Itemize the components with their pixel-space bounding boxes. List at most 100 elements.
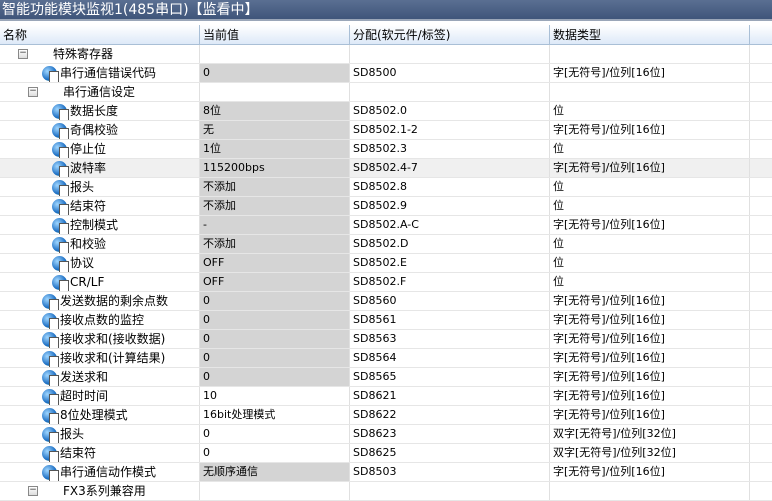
table-row[interactable]: 发送数据的剩余点数 0 SD8560 字[无符号]/位列[16位] bbox=[0, 292, 772, 311]
device-item-icon bbox=[42, 294, 59, 310]
current-value-cell[interactable]: 不添加 bbox=[200, 197, 350, 215]
table-row[interactable]: 接收点数的监控 0 SD8561 字[无符号]/位列[16位] bbox=[0, 311, 772, 330]
data-type-cell: 字[无符号]/位列[16位] bbox=[550, 349, 750, 367]
name-cell: 数据长度 bbox=[0, 102, 200, 120]
item-label: 控制模式 bbox=[70, 218, 119, 232]
name-cell: 报头 bbox=[0, 425, 200, 443]
col-header-value[interactable]: 当前值 bbox=[200, 25, 350, 44]
device-cell bbox=[350, 45, 550, 63]
monitor-tree-table: − 特殊寄存器 串行通信错误代码 0 SD8500 字[无符号]/位列[16位] − 串行通信… bbox=[0, 45, 772, 501]
device-cell: SD8502.0 bbox=[350, 102, 550, 120]
name-cell: 接收求和(计算结果) bbox=[0, 349, 200, 367]
filler-cell bbox=[750, 197, 772, 215]
current-value-cell[interactable]: 0 bbox=[200, 311, 350, 329]
current-value-cell[interactable]: 无顺序通信 bbox=[200, 463, 350, 481]
table-row[interactable]: 8位处理模式 16bit处理模式 SD8622 字[无符号]/位列[16位] bbox=[0, 406, 772, 425]
current-value-cell[interactable]: 0 bbox=[200, 292, 350, 310]
current-value-cell[interactable]: 1位 bbox=[200, 140, 350, 158]
filler-cell bbox=[750, 254, 772, 272]
name-cell: 串行通信动作模式 bbox=[0, 463, 200, 481]
table-row[interactable]: 串行通信错误代码 0 SD8500 字[无符号]/位列[16位] bbox=[0, 64, 772, 83]
device-cell: SD8502.1-2 bbox=[350, 121, 550, 139]
current-value-cell[interactable]: 115200bps bbox=[200, 159, 350, 177]
group-label: FX3系列兼容用 bbox=[63, 484, 146, 498]
name-cell: 超时时间 bbox=[0, 387, 200, 405]
name-cell: 奇偶校验 bbox=[0, 121, 200, 139]
table-row[interactable]: 控制模式 - SD8502.A-C 字[无符号]/位列[16位] bbox=[0, 216, 772, 235]
item-label: 接收点数的监控 bbox=[60, 313, 145, 327]
filler-cell bbox=[750, 311, 772, 329]
current-value-cell[interactable]: 不添加 bbox=[200, 178, 350, 196]
table-row[interactable]: 结束符 不添加 SD8502.9 位 bbox=[0, 197, 772, 216]
data-type-cell: 字[无符号]/位列[16位] bbox=[550, 64, 750, 82]
data-type-cell: 位 bbox=[550, 197, 750, 215]
item-label: 串行通信错误代码 bbox=[60, 66, 157, 80]
col-header-name[interactable]: 名称 bbox=[0, 25, 200, 44]
table-row[interactable]: 波特率 115200bps SD8502.4-7 字[无符号]/位列[16位] bbox=[0, 159, 772, 178]
filler-cell bbox=[750, 121, 772, 139]
current-value-cell[interactable]: 8位 bbox=[200, 102, 350, 120]
item-label: 奇偶校验 bbox=[70, 123, 119, 137]
current-value-cell[interactable]: OFF bbox=[200, 254, 350, 272]
current-value-cell[interactable]: 0 bbox=[200, 349, 350, 367]
current-value-cell[interactable]: - bbox=[200, 216, 350, 234]
data-type-cell: 字[无符号]/位列[16位] bbox=[550, 387, 750, 405]
table-row[interactable]: 和校验 不添加 SD8502.D 位 bbox=[0, 235, 772, 254]
data-type-cell: 字[无符号]/位列[16位] bbox=[550, 311, 750, 329]
name-cell: − FX3系列兼容用 bbox=[0, 482, 200, 500]
col-header-device[interactable]: 分配(软元件/标签) bbox=[350, 25, 550, 44]
table-row[interactable]: 串行通信动作模式 无顺序通信 SD8503 字[无符号]/位列[16位] bbox=[0, 463, 772, 482]
current-value-cell[interactable]: OFF bbox=[200, 273, 350, 291]
filler-cell bbox=[750, 444, 772, 462]
col-header-type[interactable]: 数据类型 bbox=[550, 25, 750, 44]
table-row[interactable]: 停止位 1位 SD8502.3 位 bbox=[0, 140, 772, 159]
collapse-icon[interactable]: − bbox=[18, 48, 28, 59]
data-type-cell: 字[无符号]/位列[16位] bbox=[550, 330, 750, 348]
item-label: 报头 bbox=[70, 180, 95, 194]
item-label: 报头 bbox=[60, 427, 85, 441]
current-value-cell[interactable]: 0 bbox=[200, 368, 350, 386]
table-row[interactable]: 数据长度 8位 SD8502.0 位 bbox=[0, 102, 772, 121]
current-value-cell bbox=[200, 83, 350, 101]
collapse-icon[interactable]: − bbox=[28, 86, 38, 97]
device-cell: SD8502.F bbox=[350, 273, 550, 291]
filler-cell bbox=[750, 64, 772, 82]
group-label: 串行通信设定 bbox=[63, 85, 136, 99]
name-cell: 和校验 bbox=[0, 235, 200, 253]
current-value-cell[interactable]: 0 bbox=[200, 330, 350, 348]
device-cell: SD8502.E bbox=[350, 254, 550, 272]
filler-cell bbox=[750, 159, 772, 177]
device-cell: SD8500 bbox=[350, 64, 550, 82]
table-row[interactable]: 接收求和(接收数据) 0 SD8563 字[无符号]/位列[16位] bbox=[0, 330, 772, 349]
table-row[interactable]: 超时时间 10 SD8621 字[无符号]/位列[16位] bbox=[0, 387, 772, 406]
data-type-cell: 字[无符号]/位列[16位] bbox=[550, 406, 750, 424]
table-row[interactable]: 奇偶校验 无 SD8502.1-2 字[无符号]/位列[16位] bbox=[0, 121, 772, 140]
device-cell: SD8623 bbox=[350, 425, 550, 443]
item-label: 串行通信动作模式 bbox=[60, 465, 157, 479]
table-row[interactable]: − 串行通信设定 bbox=[0, 83, 772, 102]
table-row[interactable]: 发送求和 0 SD8565 字[无符号]/位列[16位] bbox=[0, 368, 772, 387]
current-value-cell[interactable]: 不添加 bbox=[200, 235, 350, 253]
table-row[interactable]: 结束符 0 SD8625 双字[无符号]/位列[32位] bbox=[0, 444, 772, 463]
filler-cell bbox=[750, 178, 772, 196]
table-row[interactable]: − FX3系列兼容用 bbox=[0, 482, 772, 501]
current-value-cell[interactable]: 0 bbox=[200, 64, 350, 82]
table-row[interactable]: − 特殊寄存器 bbox=[0, 45, 772, 64]
table-row[interactable]: 接收求和(计算结果) 0 SD8564 字[无符号]/位列[16位] bbox=[0, 349, 772, 368]
data-type-cell: 位 bbox=[550, 140, 750, 158]
table-row[interactable]: CR/LF OFF SD8502.F 位 bbox=[0, 273, 772, 292]
device-item-icon bbox=[52, 199, 69, 215]
item-label: 超时时间 bbox=[60, 389, 109, 403]
device-item-icon bbox=[42, 389, 59, 405]
filler-cell bbox=[750, 273, 772, 291]
current-value-cell[interactable]: 无 bbox=[200, 121, 350, 139]
name-cell: 波特率 bbox=[0, 159, 200, 177]
table-row[interactable]: 协议 OFF SD8502.E 位 bbox=[0, 254, 772, 273]
device-item-icon bbox=[42, 427, 59, 443]
name-cell: 接收求和(接收数据) bbox=[0, 330, 200, 348]
current-value-cell: 0 bbox=[200, 444, 350, 462]
table-row[interactable]: 报头 0 SD8623 双字[无符号]/位列[32位] bbox=[0, 425, 772, 444]
filler-cell bbox=[750, 292, 772, 310]
table-row[interactable]: 报头 不添加 SD8502.8 位 bbox=[0, 178, 772, 197]
data-type-cell: 字[无符号]/位列[16位] bbox=[550, 216, 750, 234]
